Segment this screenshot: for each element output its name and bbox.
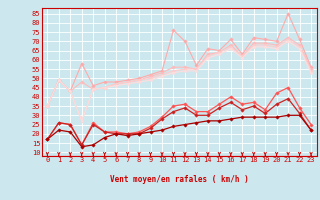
X-axis label: Vent moyen/en rafales ( km/h ): Vent moyen/en rafales ( km/h ) [110,174,249,184]
